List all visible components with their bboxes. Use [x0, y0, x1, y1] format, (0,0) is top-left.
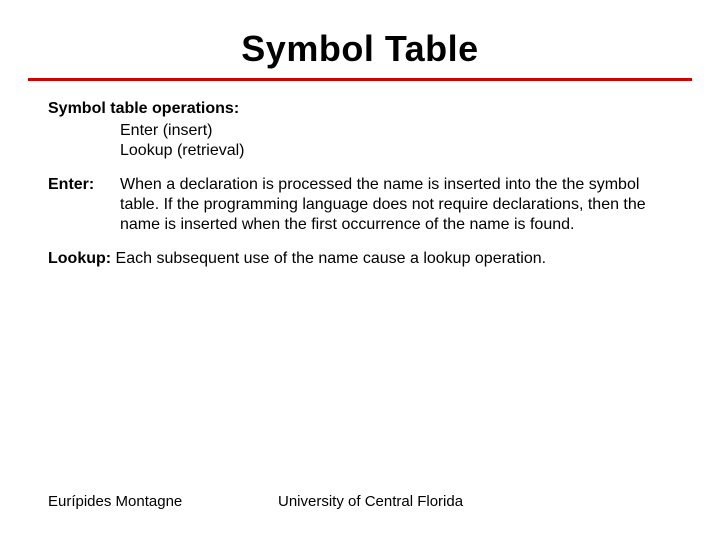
operations-list: Enter (insert) Lookup (retrieval)	[120, 121, 672, 161]
enter-definition: Enter: When a declaration is processed t…	[48, 175, 672, 235]
operation-item: Enter (insert)	[120, 121, 672, 141]
enter-label: Enter:	[48, 175, 120, 195]
operation-item: Lookup (retrieval)	[120, 141, 672, 161]
footer-author: Eurípides Montagne	[48, 493, 268, 510]
slide-footer: Eurípides Montagne University of Central…	[0, 493, 720, 510]
footer-affiliation: University of Central Florida	[268, 493, 672, 510]
lookup-definition: Lookup: Each subsequent use of the name …	[48, 249, 672, 269]
slide: Symbol Table Symbol table operations: En…	[0, 0, 720, 540]
enter-text: When a declaration is processed the name…	[120, 175, 672, 235]
title-underline	[28, 78, 692, 81]
operations-heading: Symbol table operations:	[48, 99, 672, 119]
lookup-label: Lookup:	[48, 250, 111, 267]
lookup-text: Each subsequent use of the name cause a …	[116, 250, 547, 267]
slide-title: Symbol Table	[0, 0, 720, 78]
slide-body: Symbol table operations: Enter (insert) …	[0, 99, 720, 269]
